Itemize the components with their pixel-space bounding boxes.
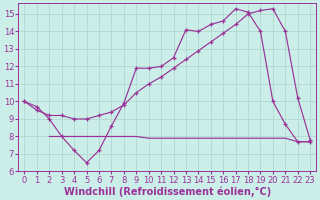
X-axis label: Windchill (Refroidissement éolien,°C): Windchill (Refroidissement éolien,°C) — [64, 186, 271, 197]
